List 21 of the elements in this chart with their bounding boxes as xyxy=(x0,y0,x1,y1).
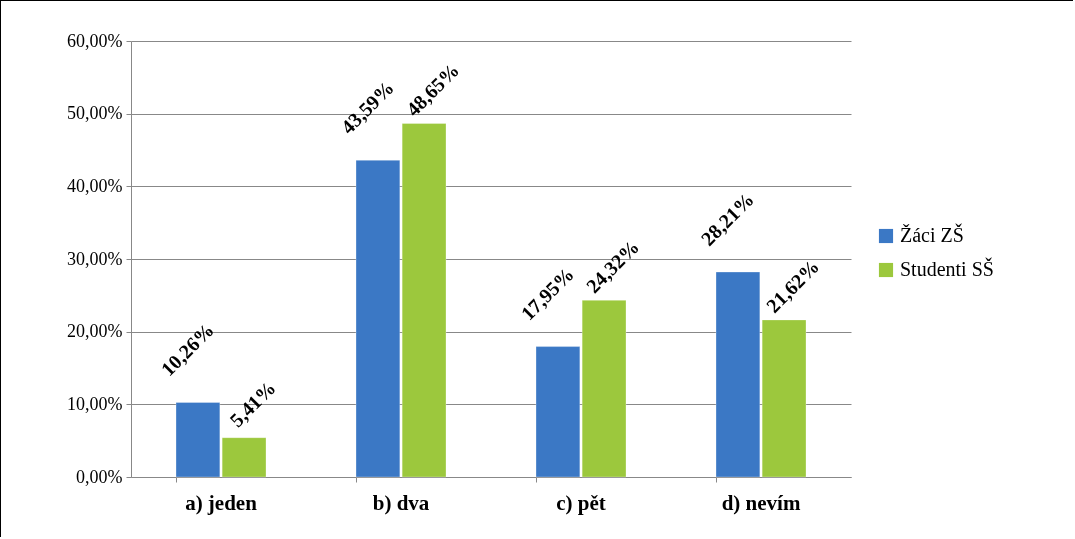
x-tick-label: b) dva xyxy=(372,490,430,515)
x-tick-label: a) jeden xyxy=(185,490,258,515)
x-tick-label: c) pět xyxy=(556,490,606,515)
bar xyxy=(401,122,447,478)
y-tick-label: 60,00% xyxy=(67,30,123,51)
bar xyxy=(535,346,581,478)
y-tick-label: 50,00% xyxy=(67,103,123,124)
bar xyxy=(175,401,221,478)
bar xyxy=(221,437,267,478)
x-tick-label: d) nevím xyxy=(721,490,801,515)
y-tick-label: 20,00% xyxy=(67,321,123,342)
y-tick-label: 0,00% xyxy=(76,466,123,487)
y-tick-label: 10,00% xyxy=(67,393,123,414)
bar xyxy=(581,299,627,478)
y-tick-label: 30,00% xyxy=(67,248,123,269)
y-tick-label: 40,00% xyxy=(67,175,123,196)
legend-label: Žáci ZŠ xyxy=(900,223,964,246)
legend-label: Studenti SŠ xyxy=(900,257,994,280)
bar xyxy=(761,319,807,478)
bar xyxy=(715,271,761,478)
bar xyxy=(355,159,401,478)
